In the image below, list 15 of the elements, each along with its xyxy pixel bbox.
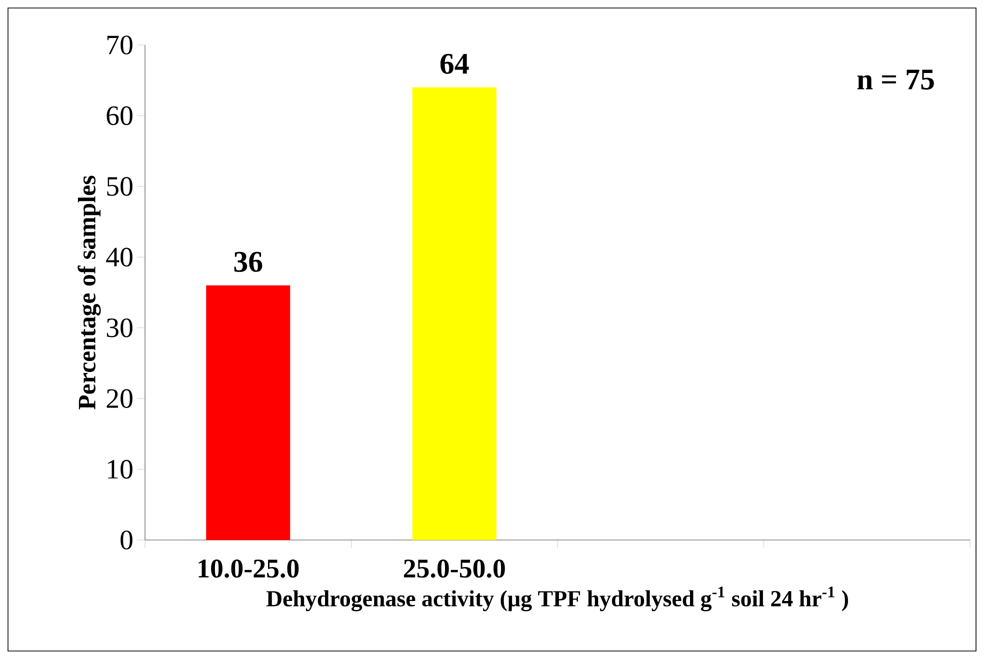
x-tick-label: 10.0-25.0	[198, 560, 299, 578]
y-tick-label: 0	[120, 530, 132, 550]
y-tick-label: 50	[107, 177, 132, 196]
y-tick-label: 10	[108, 460, 132, 479]
x-tick-label: 25.0-50.0	[404, 560, 505, 578]
y-tick-label: 40	[106, 248, 132, 267]
y-axis-title: Percentage of samples	[78, 176, 101, 410]
data-label: 64	[440, 54, 469, 74]
data-label: 36	[234, 252, 262, 272]
y-tick-label: 70	[107, 36, 132, 54]
y-tick-label: 20	[106, 389, 132, 408]
y-tick-label: 60	[106, 106, 132, 126]
x-axis-title: Dehydrogenase activity (µg TPF hydrolysed g$^{-1}$ soil 24 hr$^{-1}$ )	[266, 586, 848, 612]
annotation: n = 75	[857, 70, 934, 90]
y-tick-label: 30	[106, 318, 132, 338]
